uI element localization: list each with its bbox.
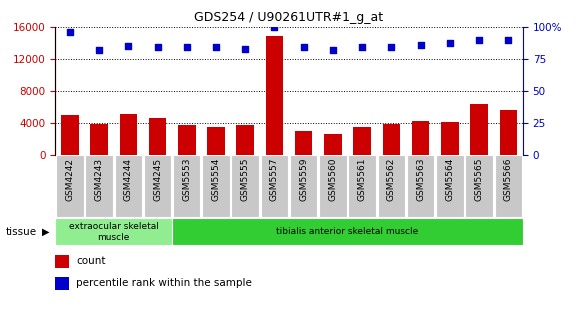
Text: ▶: ▶ — [42, 227, 50, 237]
Bar — [470, 104, 488, 155]
Bar — [324, 134, 342, 155]
Bar — [61, 115, 78, 155]
Bar — [465, 155, 493, 217]
Bar — [172, 218, 523, 245]
Text: GSM5560: GSM5560 — [328, 158, 338, 201]
Point — [65, 29, 74, 35]
Point — [153, 45, 162, 50]
Bar — [407, 155, 435, 217]
Text: GSM4243: GSM4243 — [95, 158, 103, 201]
Bar — [353, 127, 371, 155]
Text: extraocular skeletal
muscle: extraocular skeletal muscle — [69, 222, 159, 242]
Text: GSM4242: GSM4242 — [65, 158, 74, 201]
Text: GSM5557: GSM5557 — [270, 158, 279, 201]
Bar — [261, 155, 288, 217]
Text: GSM5563: GSM5563 — [416, 158, 425, 201]
Text: GSM5564: GSM5564 — [445, 158, 454, 201]
Point — [357, 45, 367, 50]
Bar — [90, 124, 108, 155]
Bar — [266, 37, 283, 155]
Bar — [55, 277, 69, 290]
Text: GSM5554: GSM5554 — [211, 158, 220, 201]
Bar — [436, 155, 464, 217]
Text: GSM5555: GSM5555 — [241, 158, 250, 201]
Point — [241, 46, 250, 51]
Bar — [144, 155, 171, 217]
Text: GSM5565: GSM5565 — [475, 158, 483, 201]
Point — [416, 42, 425, 47]
Text: count: count — [76, 256, 106, 266]
Point — [445, 41, 454, 46]
Bar — [149, 118, 166, 155]
Point — [299, 45, 309, 50]
Point — [328, 47, 338, 52]
Text: percentile rank within the sample: percentile rank within the sample — [76, 278, 252, 288]
Bar — [55, 255, 69, 268]
Bar — [231, 155, 259, 217]
Point — [475, 37, 484, 42]
Bar — [207, 127, 225, 155]
Bar — [382, 124, 400, 155]
Text: tibialis anterior skeletal muscle: tibialis anterior skeletal muscle — [277, 227, 419, 236]
Bar — [441, 122, 458, 155]
Bar — [290, 155, 317, 217]
Text: GSM5561: GSM5561 — [358, 158, 367, 201]
Point — [182, 45, 191, 50]
Point — [211, 45, 221, 50]
Point — [124, 43, 133, 49]
Bar — [56, 155, 84, 217]
Point — [270, 24, 279, 30]
Text: GSM4244: GSM4244 — [124, 158, 133, 201]
Bar — [120, 114, 137, 155]
Title: GDS254 / U90261UTR#1_g_at: GDS254 / U90261UTR#1_g_at — [195, 11, 383, 24]
Bar — [319, 155, 347, 217]
Bar — [202, 155, 229, 217]
Point — [387, 45, 396, 50]
Text: tissue: tissue — [6, 227, 37, 237]
Text: GSM4245: GSM4245 — [153, 158, 162, 201]
Point — [94, 47, 103, 52]
Bar — [236, 125, 254, 155]
Bar — [378, 155, 405, 217]
Bar — [349, 155, 376, 217]
Point — [504, 37, 513, 42]
Text: GSM5559: GSM5559 — [299, 158, 308, 201]
Bar — [114, 155, 142, 217]
Bar — [178, 125, 195, 155]
Bar — [500, 110, 517, 155]
Text: GSM5562: GSM5562 — [387, 158, 396, 201]
Bar — [295, 131, 313, 155]
Bar — [55, 218, 172, 245]
Bar — [412, 121, 429, 155]
Bar — [173, 155, 200, 217]
Bar — [85, 155, 113, 217]
Bar — [494, 155, 522, 217]
Text: GSM5553: GSM5553 — [182, 158, 191, 201]
Text: GSM5566: GSM5566 — [504, 158, 513, 201]
